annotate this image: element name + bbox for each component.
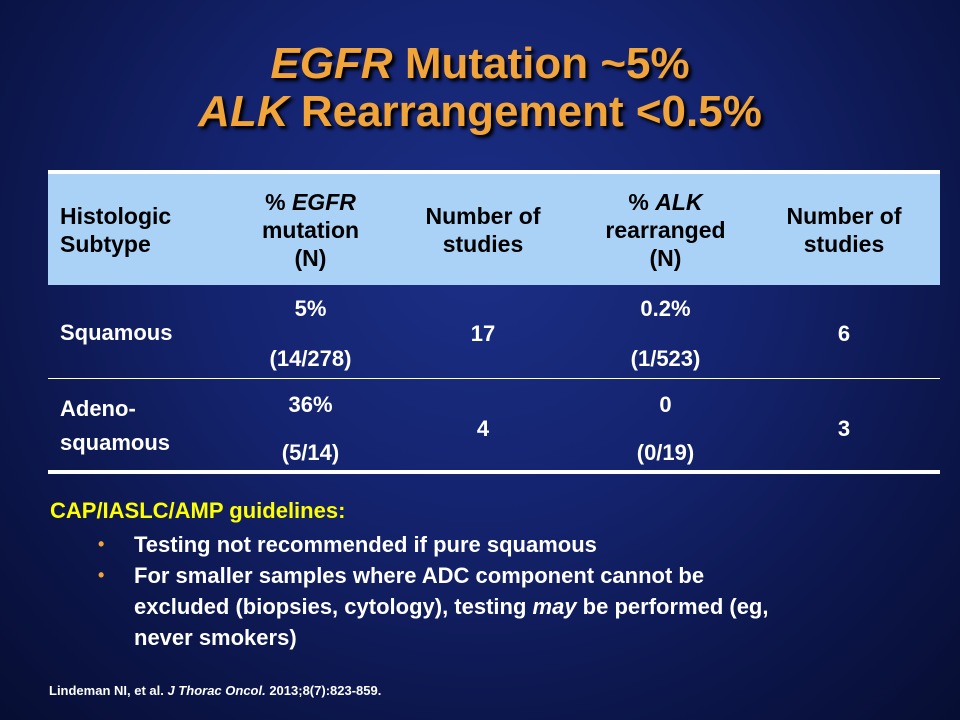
header-col5-line1: Number of <box>786 202 902 229</box>
table-bottom-rule <box>48 470 940 474</box>
title-line-1-text: Mutation ~5% <box>392 39 690 88</box>
guideline-bullet-2-line2-pre: excluded (biopsies, cytology), testing <box>134 594 533 619</box>
header-col3-line1: Number of <box>425 202 541 229</box>
guideline-bullet-2: • For smaller samples where ADC componen… <box>50 560 930 653</box>
title-alk-gene: ALK <box>198 87 289 136</box>
reference-authors: Lindeman NI, et al. <box>49 683 168 698</box>
row1-alk-percent: 0.2% <box>640 296 691 321</box>
header-histologic-subtype: Histologic Subtype <box>48 174 238 285</box>
header-col3-line2: studies <box>442 230 524 257</box>
row2-egfr-studies: 4 <box>476 416 490 441</box>
header-col2-gene: EGFR <box>291 188 356 215</box>
title-egfr-gene: EGFR <box>270 39 393 88</box>
row2-alk-studies: 3 <box>837 416 851 441</box>
header-col2-line3: (N) <box>294 244 327 271</box>
header-col4-prefix: % <box>628 188 656 215</box>
header-col1-line1: Histologic <box>60 202 172 229</box>
header-number-of-studies-2: Number of studies <box>748 174 940 285</box>
row2-egfr-percent: 36% <box>288 392 333 417</box>
slide-title: EGFR Mutation ~5% ALK Rearrangement <0.5… <box>0 40 960 136</box>
guideline-bullet-2-line2-post: be performed (eg, <box>576 594 769 619</box>
header-col2-line2: mutation <box>261 216 360 243</box>
header-number-of-studies-1: Number of studies <box>383 174 583 285</box>
table-header: Histologic Subtype % EGFR mutation (N) Numb… <box>48 174 940 285</box>
reference-details: 2013;8(7):823-859. <box>265 683 382 698</box>
table-top-rule <box>48 170 940 174</box>
row2-subtype-line2: squamous <box>60 430 171 455</box>
reference-journal: J Thorac Oncol. <box>167 683 266 698</box>
guideline-bullet-2-may: may <box>532 594 577 619</box>
row1-alk-studies: 6 <box>837 321 851 346</box>
header-col5-line2: studies <box>803 230 885 257</box>
bullet-dot-icon: • <box>98 565 105 585</box>
row2-alk-n: (0/19) <box>636 440 695 465</box>
header-egfr-mutation: % EGFR mutation (N) <box>238 174 383 285</box>
header-col4-line2: rearranged <box>605 216 726 243</box>
guideline-bullet-2-line3: never smokers) <box>134 625 297 650</box>
title-line-2: ALK Rearrangement <0.5% <box>0 88 960 136</box>
header-col4-line3: (N) <box>649 244 682 271</box>
guideline-bullet-1-text: Testing not recommended if pure squamous <box>134 532 597 557</box>
title-line-2-text: Rearrangement <0.5% <box>288 87 762 136</box>
bullet-dot-icon: • <box>98 534 105 554</box>
row2-alk-percent: 0 <box>659 392 672 417</box>
row1-alk-n: (1/523) <box>630 346 701 371</box>
row1-egfr-n: (14/278) <box>269 346 352 371</box>
table-row-divider <box>48 378 940 379</box>
guidelines-heading: CAP/IASLC/AMP guidelines: <box>50 498 346 523</box>
reference-citation: Lindeman NI, et al. J Thorac Oncol. 2013… <box>49 683 381 698</box>
guideline-bullet-2-line1: For smaller samples where ADC component … <box>134 563 705 588</box>
row2-subtype-line1: Adeno- <box>60 396 136 421</box>
header-col4-gene: ALK <box>655 188 703 215</box>
header-col1-line2: Subtype <box>60 230 151 257</box>
guidelines-section: CAP/IASLC/AMP guidelines: • Testing not … <box>50 497 930 653</box>
row1-egfr-studies: 17 <box>470 321 496 346</box>
row2-egfr-n: (5/14) <box>281 440 340 465</box>
row1-subtype: Squamous <box>60 320 173 345</box>
guideline-bullet-1: • Testing not recommended if pure squamo… <box>50 529 930 560</box>
guidelines-list: • Testing not recommended if pure squamo… <box>50 529 930 653</box>
header-col2-prefix: % <box>265 188 292 215</box>
title-line-1: EGFR Mutation ~5% <box>0 40 960 88</box>
row1-egfr-percent: 5% <box>294 296 327 321</box>
header-alk-rearranged: % ALK rearranged (N) <box>583 174 748 285</box>
